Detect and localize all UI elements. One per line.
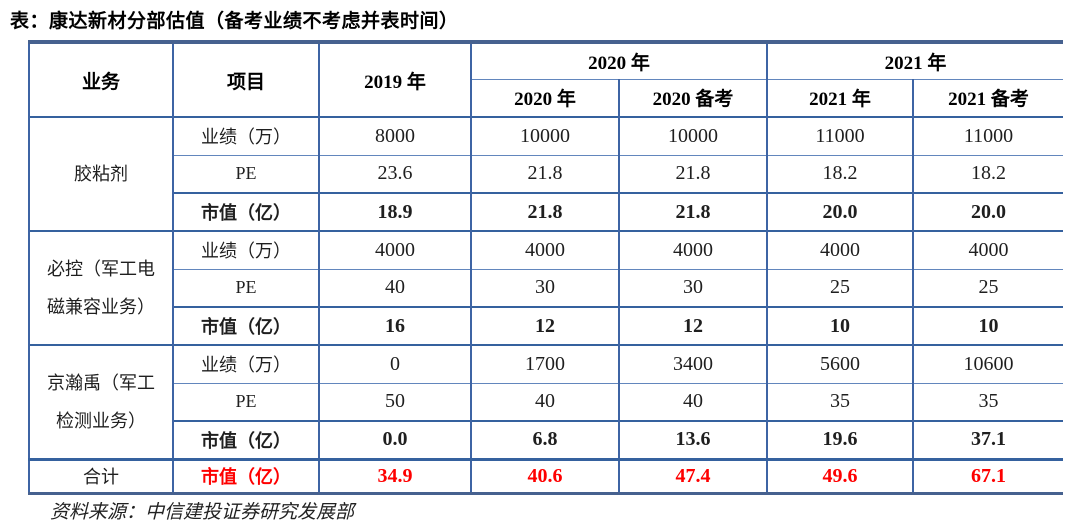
table-cell: 16 xyxy=(318,306,471,345)
table-row: 胶粘剂 业绩（万） 8000 10000 10000 11000 11000 xyxy=(28,116,1064,231)
total-cell: 34.9 xyxy=(318,457,471,493)
table-cell: 0 xyxy=(318,344,471,383)
table-cell: 23.6 xyxy=(318,154,471,193)
table-cell: 12 xyxy=(470,306,619,345)
header-2019: 2019 年 xyxy=(318,42,471,117)
table-cell: 21.8 xyxy=(617,154,768,193)
table-row: PE 23.6 21.8 21.8 18.2 18.2 xyxy=(29,154,1064,193)
table-cell: 35 xyxy=(912,382,1064,421)
table-row: PE 50 40 40 35 35 xyxy=(29,382,1064,421)
row-label: 市值（亿） xyxy=(172,306,319,345)
table-cell: 4000 xyxy=(912,230,1064,269)
header-business: 业务 xyxy=(28,42,173,117)
header-row-sub: 2020 年 2020 备考 2021 年 2021 备考 xyxy=(29,78,1064,117)
total-cell: 49.6 xyxy=(766,457,914,493)
table-cell: 37.1 xyxy=(912,420,1064,459)
table-cell: 1700 xyxy=(470,344,619,383)
table-cell: 8000 xyxy=(318,116,471,155)
table-cell: 35 xyxy=(766,382,914,421)
table-row: 市值（亿） 0.0 6.8 13.6 19.6 37.1 xyxy=(29,420,1064,459)
table-header: 业务 项目 2019 年 2020 年 2021 年 2020 年 2020 备… xyxy=(28,42,1064,117)
table-row: 京瀚禹（军工 检测业务） 业绩（万） 0 1700 3400 5600 1060… xyxy=(28,344,1064,459)
table-cell: 11000 xyxy=(766,116,914,155)
table-cell: 21.8 xyxy=(470,192,619,231)
table-cell: 18.2 xyxy=(912,154,1064,193)
source-note: 资料来源：中信建投证券研究发展部 xyxy=(50,502,355,522)
header-2021: 2021 年 xyxy=(766,78,914,117)
table-cell: 10600 xyxy=(912,344,1064,383)
table-cell: 21.8 xyxy=(470,154,619,193)
business-cell: 京瀚禹（军工 检测业务） xyxy=(28,344,173,459)
table-cell: 3400 xyxy=(617,344,768,383)
table-row: 市值（亿） 18.9 21.8 21.8 20.0 20.0 xyxy=(29,192,1064,231)
header-2020-proforma: 2020 备考 xyxy=(617,78,768,117)
row-label: 市值（亿） xyxy=(172,420,319,459)
table-cell: 11000 xyxy=(912,116,1064,155)
header-2021-proforma: 2021 备考 xyxy=(912,78,1064,117)
table-row: 市值（亿） 16 12 12 10 10 xyxy=(29,306,1064,345)
table-cell: 19.6 xyxy=(766,420,914,459)
table-cell: 30 xyxy=(470,268,619,307)
table-cell: 40 xyxy=(617,382,768,421)
row-label: PE xyxy=(172,382,319,421)
business-cell: 胶粘剂 xyxy=(28,116,173,231)
table-cell: 40 xyxy=(318,268,471,307)
row-label: 业绩（万） xyxy=(172,230,319,269)
table-cell: 18.2 xyxy=(766,154,914,193)
total-cell: 67.1 xyxy=(912,457,1064,493)
table-cell: 12 xyxy=(617,306,768,345)
table-row: PE 40 30 30 25 25 xyxy=(29,268,1064,307)
table-cell: 20.0 xyxy=(912,192,1064,231)
row-label: PE xyxy=(172,268,319,307)
total-business-cell: 合计 xyxy=(28,457,173,493)
table-cell: 40 xyxy=(470,382,619,421)
table-title: 表：康达新材分部估值（备考业绩不考虑并表时间） xyxy=(10,11,459,32)
row-label: PE xyxy=(172,154,319,193)
table-cell: 0.0 xyxy=(318,420,471,459)
table-cell: 10000 xyxy=(470,116,619,155)
total-row-label: 市值（亿） xyxy=(172,457,319,493)
table-cell: 5600 xyxy=(766,344,914,383)
row-label: 业绩（万） xyxy=(172,344,319,383)
table-cell: 50 xyxy=(318,382,471,421)
row-label: 市值（亿） xyxy=(172,192,319,231)
header-item: 项目 xyxy=(172,42,319,117)
table-cell: 21.8 xyxy=(617,192,768,231)
table-cell: 25 xyxy=(766,268,914,307)
table-cell: 13.6 xyxy=(617,420,768,459)
table-cell: 10000 xyxy=(617,116,768,155)
total-cell: 47.4 xyxy=(617,457,768,493)
table-cell: 18.9 xyxy=(318,192,471,231)
header-2020: 2020 年 xyxy=(470,78,619,117)
table-cell: 10 xyxy=(912,306,1064,345)
table-cell: 4000 xyxy=(470,230,619,269)
row-label: 业绩（万） xyxy=(172,116,319,155)
header-2020-group: 2020 年 xyxy=(469,42,768,79)
valuation-table: 业务 项目 2019 年 2020 年 2021 年 2020 年 2020 备… xyxy=(28,40,1064,495)
table-cell: 20.0 xyxy=(766,192,914,231)
total-cell: 40.6 xyxy=(470,457,619,493)
table-row: 必控（军工电 磁兼容业务） 业绩（万） 4000 4000 4000 4000 … xyxy=(28,230,1064,345)
table-cell: 4000 xyxy=(318,230,471,269)
table-cell: 10 xyxy=(766,306,914,345)
header-2021-group: 2021 年 xyxy=(766,42,1064,79)
business-cell: 必控（军工电 磁兼容业务） xyxy=(28,230,173,345)
total-row: 合计 市值（亿） 34.9 40.6 47.4 49.6 67.1 xyxy=(28,457,1064,493)
header-row-top: 业务 项目 2019 年 2020 年 2021 年 xyxy=(28,42,1064,117)
table-cell: 4000 xyxy=(617,230,768,269)
table-cell: 25 xyxy=(912,268,1064,307)
table-cell: 4000 xyxy=(766,230,914,269)
table-cell: 30 xyxy=(617,268,768,307)
table-cell: 6.8 xyxy=(470,420,619,459)
